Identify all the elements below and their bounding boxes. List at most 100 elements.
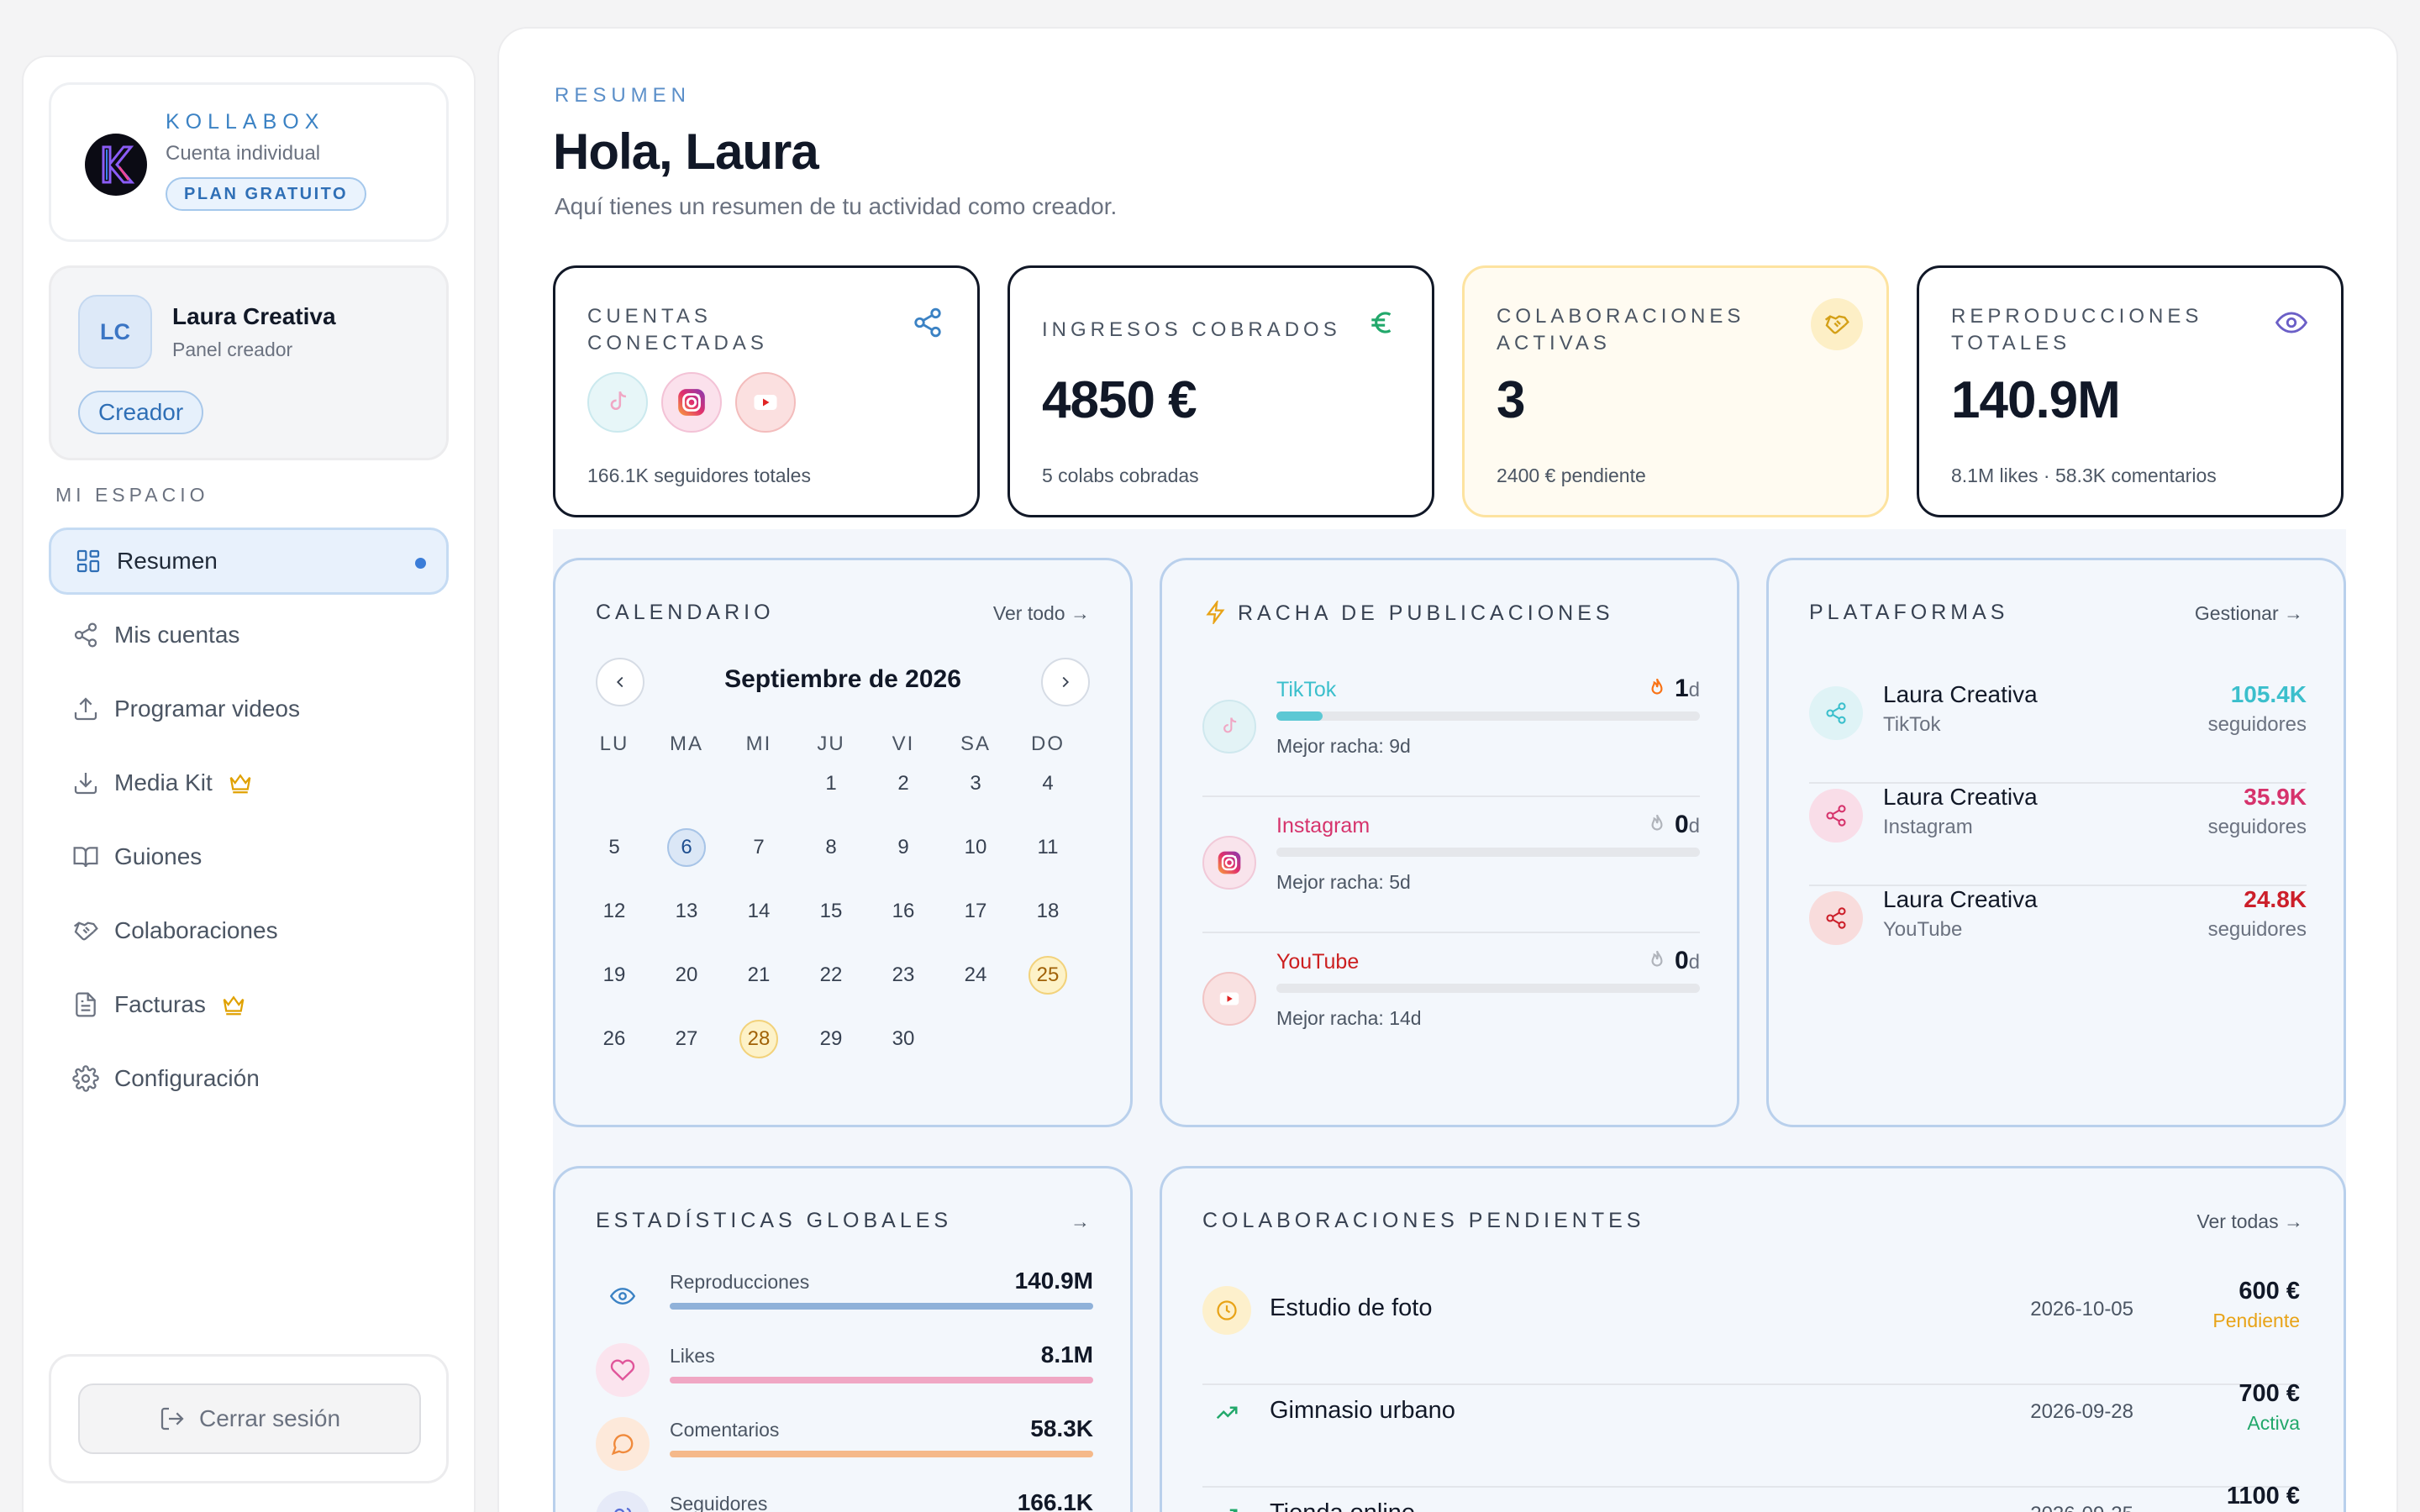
tiktok-icon[interactable] xyxy=(587,372,648,433)
instagram-icon[interactable] xyxy=(661,372,722,433)
streak-row-youtube[interactable]: YouTube 0d Mejor racha: 14d xyxy=(1202,940,1700,1076)
streak-count: 1d xyxy=(1646,675,1700,703)
main-panel: RESUMEN Hola, Laura Aquí tienes un resum… xyxy=(497,27,2398,1512)
sidebar: KOLLABOX Cuenta individual PLAN GRATUITO… xyxy=(22,55,476,1512)
global-bar xyxy=(670,1377,1093,1383)
streak-progress xyxy=(1276,848,1700,857)
calendar-day[interactable]: 29 xyxy=(819,1027,843,1050)
calendar-day[interactable]: 20 xyxy=(675,963,698,986)
platform-row-tiktok[interactable]: Laura Creativa TikTok 105.4K seguidores xyxy=(1809,666,2307,769)
streak-progress xyxy=(1276,711,1700,721)
calendar-day[interactable]: 21 xyxy=(747,963,771,986)
global-row-seguidores: Seguidores 166.1K xyxy=(596,1489,1093,1512)
stat-reproducciones-totales[interactable]: REPRODUCCIONES TOTALES 140.9M 8.1M likes… xyxy=(1917,265,2344,517)
euro-icon xyxy=(1371,312,1392,333)
sidebar-item-colaboraciones[interactable]: Colaboraciones xyxy=(49,897,449,964)
sidebar-item-mis-cuentas[interactable]: Mis cuentas xyxy=(49,601,449,669)
streak-best: Mejor racha: 5d xyxy=(1276,871,1411,893)
calendar-view-all-link[interactable]: Ver todo → xyxy=(993,602,1090,625)
sidebar-item-resumen[interactable]: Resumen xyxy=(49,528,449,595)
calendar-day[interactable]: 9 xyxy=(897,836,909,858)
stat-value: 3 xyxy=(1497,371,1525,429)
calendar-day[interactable]: 3 xyxy=(970,772,981,795)
sidebar-item-programar-videos[interactable]: Programar videos xyxy=(49,675,449,743)
calendar-day[interactable]: 12 xyxy=(602,900,626,922)
stat-cuentas-conectadas[interactable]: CUENTAS CONECTADAS 166.1K seguidores tot… xyxy=(553,265,980,517)
sidebar-item-facturas[interactable]: Facturas xyxy=(49,971,449,1038)
collab-row[interactable]: Tienda online 2026-09-25 1100 € xyxy=(1202,1467,2300,1512)
pending-view-all-link[interactable]: Ver todas → xyxy=(2196,1210,2303,1233)
calendar-day[interactable]: 2 xyxy=(897,772,909,795)
arrow-right-icon: → xyxy=(2284,1210,2303,1232)
sidebar-item-guiones[interactable]: Guiones xyxy=(49,823,449,890)
next-month-button[interactable] xyxy=(1041,658,1090,706)
logout-button[interactable]: Cerrar sesión xyxy=(78,1383,421,1454)
calendar-day[interactable]: 10 xyxy=(964,836,987,858)
calendar-day[interactable]: 1 xyxy=(825,772,837,795)
calendar-day[interactable]: 25 xyxy=(1028,956,1067,995)
stat-value: 4850 € xyxy=(1042,371,1197,429)
collab-row[interactable]: Gimnasio urbano 2026-09-28 700 € Activa xyxy=(1202,1365,2300,1467)
stat-label: CUENTAS CONECTADAS xyxy=(587,305,768,354)
global-bar xyxy=(670,1303,1093,1310)
clock-icon xyxy=(1202,1286,1251,1335)
platform-row-youtube[interactable]: Laura Creativa YouTube 24.8K seguidores xyxy=(1809,871,2307,974)
streak-row-instagram[interactable]: Instagram 0d Mejor racha: 5d xyxy=(1202,804,1700,940)
global-stats-link[interactable]: → xyxy=(1071,1210,1090,1233)
stat-label: COLABORACIONES ACTIVAS xyxy=(1497,305,1745,354)
calendar-day[interactable]: 27 xyxy=(675,1027,698,1050)
calendar-day[interactable]: 8 xyxy=(825,836,837,858)
divider xyxy=(1202,932,1700,933)
plan-badge[interactable]: PLAN GRATUITO xyxy=(166,177,367,211)
calendar-day[interactable]: 11 xyxy=(1037,836,1059,858)
collab-name: Estudio de foto xyxy=(1270,1294,1433,1321)
stat-colaboraciones-activas[interactable]: COLABORACIONES ACTIVAS 3 2400 € pendient… xyxy=(1462,265,1889,517)
calendar-day[interactable]: 22 xyxy=(819,963,843,986)
prev-month-button[interactable] xyxy=(596,658,644,706)
platforms-card: PLATAFORMAS Gestionar → Laura Creativa T… xyxy=(1766,558,2346,1127)
calendar-day[interactable]: 19 xyxy=(602,963,626,986)
streak-count: 0d xyxy=(1646,947,1700,975)
avatar[interactable]: LC xyxy=(78,295,152,369)
platform-name: TikTok xyxy=(1883,713,1941,736)
calendar-day[interactable]: 16 xyxy=(892,900,915,922)
calendar-day[interactable]: 7 xyxy=(753,836,765,858)
calendar-day[interactable]: 24 xyxy=(964,963,987,986)
calendar-day[interactable]: 30 xyxy=(892,1027,915,1050)
streak-platform: YouTube xyxy=(1276,950,1360,974)
platform-row-instagram[interactable]: Laura Creativa Instagram 35.9K seguidore… xyxy=(1809,769,2307,871)
streak-progress xyxy=(1276,984,1700,993)
calendar-day[interactable]: 26 xyxy=(602,1027,626,1050)
card-title: PLATAFORMAS xyxy=(1809,601,2009,624)
streak-platform: Instagram xyxy=(1276,814,1370,837)
download-icon xyxy=(74,773,97,795)
arrow-right-icon: → xyxy=(1071,1210,1090,1232)
calendar-day[interactable]: 4 xyxy=(1042,772,1054,795)
sidebar-item-configuracion[interactable]: Configuración xyxy=(49,1045,449,1112)
stat-label: REPRODUCCIONES TOTALES xyxy=(1951,305,2203,354)
calendar-day[interactable]: 23 xyxy=(892,963,915,986)
calendar-day[interactable]: 13 xyxy=(675,900,698,922)
calendar-day[interactable]: 6 xyxy=(667,828,706,867)
chevron-right-icon xyxy=(1062,676,1070,688)
collab-row[interactable]: Estudio de foto 2026-10-05 600 € Pendien… xyxy=(1202,1263,2300,1365)
platforms-manage-link[interactable]: Gestionar → xyxy=(2195,602,2303,625)
calendar-day[interactable]: 5 xyxy=(608,836,620,858)
weekday-label: JU xyxy=(817,732,845,755)
streak-row-tiktok[interactable]: TikTok 1d Mejor racha: 9d xyxy=(1202,668,1700,804)
user-card: LC Laura Creativa Panel creador Creador xyxy=(49,265,449,460)
global-label: Reproducciones xyxy=(670,1271,810,1293)
handshake-icon xyxy=(1811,298,1863,350)
calendar-day[interactable]: 15 xyxy=(819,900,843,922)
sidebar-item-media-kit[interactable]: Media Kit xyxy=(49,749,449,816)
user-name: Laura Creativa xyxy=(172,303,336,329)
arrow-right-icon: → xyxy=(1071,602,1090,624)
youtube-icon[interactable] xyxy=(735,372,796,433)
calendar-day[interactable]: 28 xyxy=(739,1020,778,1058)
stat-ingresos-cobrados[interactable]: INGRESOS COBRADOS 4850 € 5 colabs cobrad… xyxy=(1007,265,1434,517)
global-bar xyxy=(670,1451,1093,1457)
calendar-day[interactable]: 17 xyxy=(964,900,987,922)
calendar-day[interactable]: 18 xyxy=(1036,900,1060,922)
calendar-day[interactable]: 14 xyxy=(747,900,771,922)
stat-foot: 166.1K seguidores totales xyxy=(587,465,811,486)
